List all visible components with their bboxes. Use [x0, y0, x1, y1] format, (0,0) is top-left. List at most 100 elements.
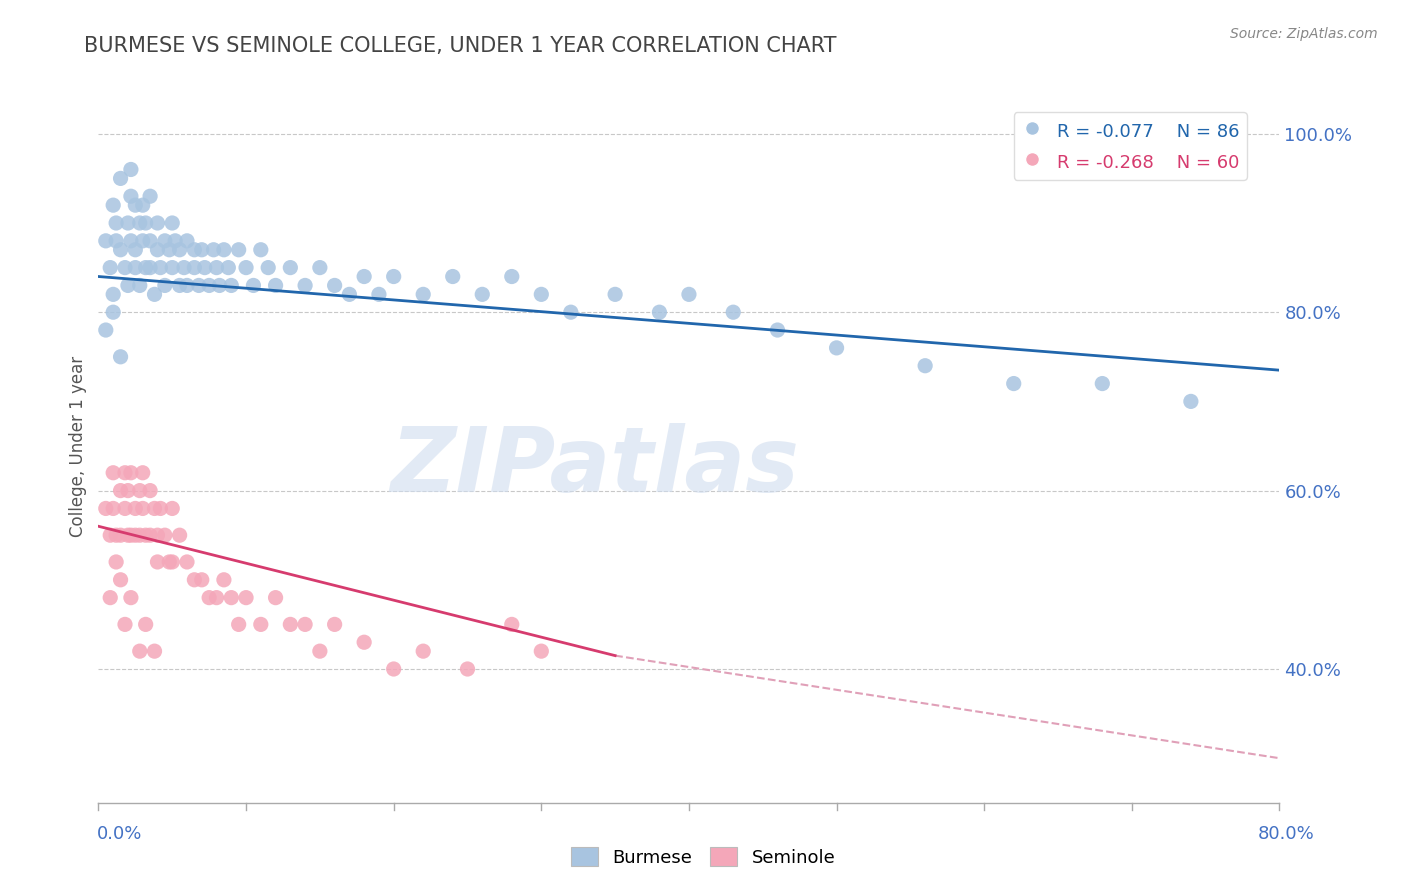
Point	[135, 528, 157, 542]
Point	[198, 591, 221, 605]
Point	[105, 234, 128, 248]
Point	[471, 287, 494, 301]
Point	[162, 555, 183, 569]
Point	[242, 278, 264, 293]
Point	[280, 617, 302, 632]
Point	[105, 528, 128, 542]
Point	[149, 260, 172, 275]
Point	[162, 501, 183, 516]
Y-axis label: College, Under 1 year: College, Under 1 year	[69, 355, 87, 537]
Point	[825, 341, 848, 355]
Point	[124, 528, 146, 542]
Point	[157, 243, 180, 257]
Point	[120, 234, 142, 248]
Point	[135, 260, 157, 275]
Point	[103, 198, 125, 212]
Point	[441, 269, 464, 284]
Point	[501, 617, 523, 632]
Point	[1180, 394, 1202, 409]
Point	[117, 528, 139, 542]
Point	[194, 260, 217, 275]
Point	[176, 555, 198, 569]
Point	[153, 278, 176, 293]
Point	[169, 243, 191, 257]
Point	[235, 591, 257, 605]
Point	[105, 216, 128, 230]
Point	[217, 260, 239, 275]
Point	[139, 528, 162, 542]
Point	[117, 278, 139, 293]
Text: BURMESE VS SEMINOLE COLLEGE, UNDER 1 YEAR CORRELATION CHART: BURMESE VS SEMINOLE COLLEGE, UNDER 1 YEA…	[84, 36, 837, 55]
Point	[94, 234, 117, 248]
Point	[678, 287, 700, 301]
Point	[914, 359, 936, 373]
Point	[124, 198, 146, 212]
Point	[128, 278, 150, 293]
Point	[110, 528, 132, 542]
Point	[146, 555, 169, 569]
Point	[153, 528, 176, 542]
Point	[139, 234, 162, 248]
Point	[153, 234, 176, 248]
Point	[212, 573, 235, 587]
Point	[176, 278, 198, 293]
Point	[250, 617, 273, 632]
Point	[560, 305, 582, 319]
Point	[105, 555, 128, 569]
Point	[124, 501, 146, 516]
Point	[309, 644, 332, 658]
Point	[198, 278, 221, 293]
Text: Source: ZipAtlas.com: Source: ZipAtlas.com	[1230, 27, 1378, 41]
Point	[132, 198, 155, 212]
Point	[353, 269, 375, 284]
Point	[120, 528, 142, 542]
Point	[157, 555, 180, 569]
Text: 0.0%: 0.0%	[97, 825, 142, 843]
Point	[205, 260, 228, 275]
Point	[382, 269, 405, 284]
Point	[117, 216, 139, 230]
Point	[235, 260, 257, 275]
Point	[294, 278, 316, 293]
Point	[169, 278, 191, 293]
Point	[143, 501, 166, 516]
Point	[264, 278, 287, 293]
Text: ZIPatlas: ZIPatlas	[389, 424, 799, 511]
Point	[323, 617, 346, 632]
Point	[457, 662, 479, 676]
Point	[103, 501, 125, 516]
Point	[110, 243, 132, 257]
Point	[139, 189, 162, 203]
Point	[191, 573, 214, 587]
Point	[143, 644, 166, 658]
Point	[382, 662, 405, 676]
Text: 80.0%: 80.0%	[1258, 825, 1315, 843]
Point	[103, 305, 125, 319]
Point	[228, 243, 250, 257]
Point	[368, 287, 391, 301]
Point	[120, 591, 142, 605]
Point	[120, 466, 142, 480]
Point	[280, 260, 302, 275]
Point	[139, 260, 162, 275]
Point	[257, 260, 280, 275]
Point	[648, 305, 671, 319]
Point	[128, 483, 150, 498]
Point	[128, 644, 150, 658]
Point	[309, 260, 332, 275]
Point	[114, 617, 136, 632]
Point	[124, 260, 146, 275]
Point	[191, 243, 214, 257]
Point	[173, 260, 195, 275]
Point	[143, 287, 166, 301]
Point	[412, 644, 434, 658]
Point	[124, 243, 146, 257]
Point	[103, 287, 125, 301]
Point	[353, 635, 375, 649]
Point	[146, 528, 169, 542]
Point	[165, 234, 187, 248]
Point	[132, 234, 155, 248]
Point	[221, 278, 243, 293]
Point	[128, 528, 150, 542]
Point	[132, 501, 155, 516]
